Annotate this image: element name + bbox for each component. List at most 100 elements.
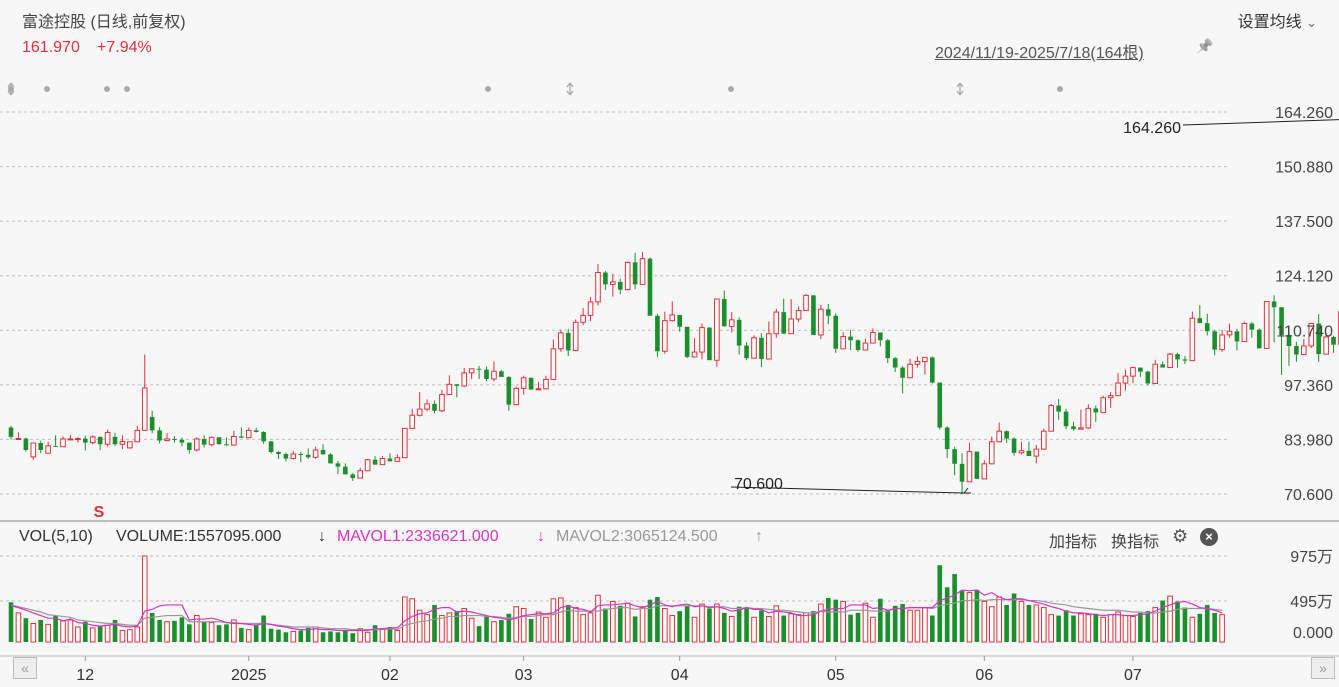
volume-bar xyxy=(432,604,437,642)
volume-tick-label: 975万 xyxy=(1290,549,1333,566)
candle-body xyxy=(127,441,133,449)
candle-body xyxy=(974,451,980,479)
volume-bar xyxy=(357,628,364,643)
low-arrowhead xyxy=(963,487,972,494)
volume-bar xyxy=(15,612,22,643)
volume-bar xyxy=(959,590,965,642)
volume-bar xyxy=(639,606,646,643)
event-dot-marker xyxy=(124,86,130,92)
candle-body xyxy=(1093,408,1099,413)
candle-body xyxy=(795,309,802,320)
chevron-down-icon: ⌄ xyxy=(1306,15,1317,30)
candle-body xyxy=(1226,330,1233,336)
volume-bar xyxy=(914,609,921,643)
candle-body xyxy=(1219,334,1225,351)
volume-bar xyxy=(231,619,237,643)
x-tick-label: 07 xyxy=(1124,667,1142,684)
volume-bar xyxy=(617,605,623,642)
pin-icon[interactable]: 📌 xyxy=(1196,38,1214,54)
scroll-right-icon[interactable]: » xyxy=(1311,657,1335,679)
gear-icon[interactable]: ⚙ xyxy=(1172,526,1189,546)
candle-body xyxy=(424,403,430,410)
change-percent: +7.94% xyxy=(97,39,152,56)
y-axis-ticks: 164.260 150.880 137.500 124.120 110.740 97.36… xyxy=(1275,105,1333,504)
ma-settings-button[interactable]: 设置均线 ⌄ xyxy=(1238,8,1317,32)
candle-body xyxy=(624,261,631,291)
candle-body xyxy=(811,295,816,335)
volume-bar xyxy=(1212,612,1217,642)
candle-body xyxy=(1323,336,1329,355)
candle-body xyxy=(83,438,88,443)
volume-ma-lines xyxy=(10,589,1223,632)
volume-bar xyxy=(937,565,943,642)
candle-body xyxy=(1056,405,1061,412)
volume-bar xyxy=(491,621,497,643)
volume-bar xyxy=(364,631,371,643)
candle-body xyxy=(1145,371,1151,384)
volume-bar xyxy=(127,629,133,643)
candle-body xyxy=(164,438,170,442)
volume-bar xyxy=(862,602,869,643)
volume-bar xyxy=(1011,593,1017,642)
volume-bar xyxy=(283,632,289,642)
candle-body xyxy=(23,438,29,450)
volume-bar xyxy=(224,624,229,642)
date-range-link[interactable]: 2024/11/19-2025/7/18(164根) xyxy=(935,45,1144,62)
candle-body xyxy=(432,403,437,411)
ma-settings-label: 设置均线 xyxy=(1237,14,1302,31)
add-indicator-button[interactable]: 加指标 xyxy=(1049,534,1098,551)
candle-body xyxy=(1004,431,1009,439)
event-markers: S xyxy=(7,82,1063,521)
y-tick-label: 150.880 xyxy=(1275,160,1333,177)
candle-body xyxy=(580,314,586,323)
volume-bar xyxy=(624,602,631,643)
swap-indicator-button[interactable]: 换指标 xyxy=(1111,534,1160,551)
volume-bar xyxy=(506,613,512,642)
x-tick-label: 02 xyxy=(381,667,399,684)
candle-body xyxy=(387,458,393,462)
candle-body xyxy=(1182,359,1188,361)
volume-bar xyxy=(409,598,416,643)
candle-body xyxy=(543,378,549,390)
volume-bar xyxy=(75,626,81,643)
volume-bar xyxy=(840,600,846,643)
candle-body xyxy=(245,429,252,439)
low-pointer xyxy=(730,486,965,494)
volume-bar xyxy=(89,627,96,643)
candle-body xyxy=(988,441,995,465)
event-dot-marker xyxy=(728,86,734,92)
volume-bar xyxy=(773,605,780,643)
candle-body xyxy=(312,449,319,458)
scroll-left-icon[interactable]: « xyxy=(13,657,37,679)
volume-bar xyxy=(476,626,482,642)
volume-bar xyxy=(1138,612,1143,642)
volume-bar xyxy=(1152,607,1159,643)
candle-body xyxy=(364,459,371,472)
close-icon[interactable]: × xyxy=(1200,528,1218,546)
volume-bar xyxy=(1093,613,1099,642)
event-dot-marker xyxy=(44,86,50,92)
candle-body xyxy=(38,443,44,450)
volume-bar xyxy=(216,625,222,642)
volume-bar xyxy=(350,633,356,642)
candle-body xyxy=(1234,331,1240,342)
candle-body xyxy=(610,281,616,285)
volume-bar xyxy=(1182,607,1188,642)
candle-body xyxy=(231,435,237,446)
volume-bar xyxy=(803,612,809,643)
volume-arrow: ↓ xyxy=(318,528,326,545)
volume-bar xyxy=(655,597,660,642)
candle-body xyxy=(506,376,512,405)
candle-body xyxy=(350,474,356,479)
volume-bar xyxy=(878,598,883,642)
candle-body xyxy=(193,438,200,451)
volume-bar xyxy=(379,628,386,643)
candle-body xyxy=(416,408,423,416)
candle-body xyxy=(535,388,542,391)
split-arrow-marker xyxy=(7,82,15,96)
mavol1-arrow: ↓ xyxy=(537,528,545,545)
candle-body xyxy=(803,294,809,311)
volume-bar xyxy=(587,612,594,643)
candle-body xyxy=(914,360,921,365)
